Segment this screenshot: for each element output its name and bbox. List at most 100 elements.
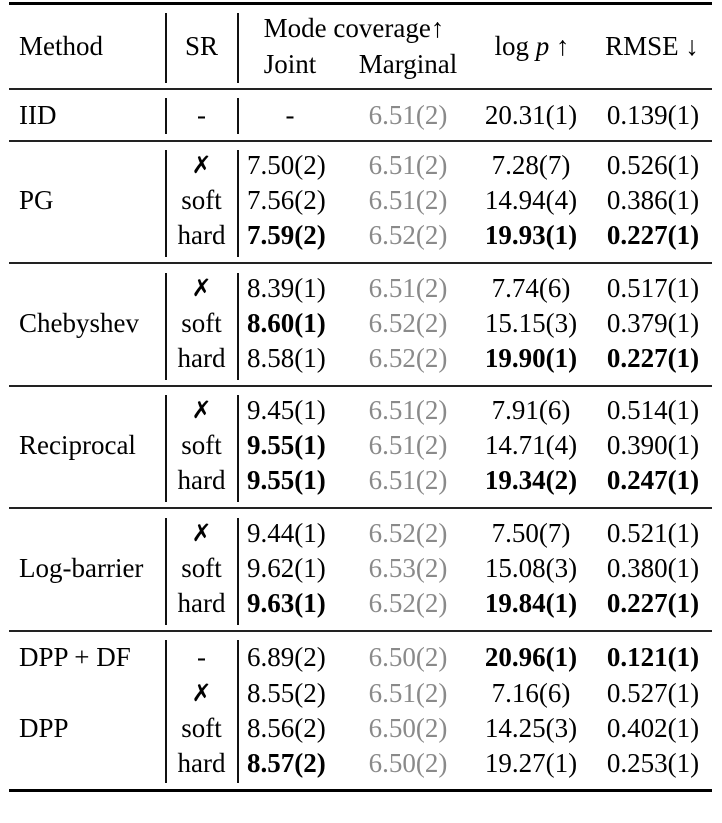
method-label: DPP: [19, 713, 69, 743]
logp-value: 15.08(3): [484, 553, 578, 583]
marginal-value: 6.51(2): [368, 150, 448, 180]
logp-value: 14.94(4): [484, 185, 578, 215]
rmse-value: 0.402(1): [606, 713, 700, 743]
rmse-value: 0.390(1): [606, 430, 700, 460]
sr-value: hard: [177, 220, 226, 250]
method-label: DPP + DF: [19, 642, 131, 672]
marginal-value: 6.52(2): [368, 518, 448, 548]
rmse-value: 0.386(1): [606, 185, 700, 215]
header-logp: log p ↑: [478, 29, 586, 64]
header-logp-arrow: ↑: [556, 31, 570, 61]
sr-value: -: [197, 642, 206, 672]
logp-value: 14.71(4): [484, 430, 578, 460]
logp-value: 20.31(1): [484, 100, 578, 130]
logp-value: 7.91(6): [491, 395, 571, 425]
rmse-value: 0.227(1): [606, 220, 700, 250]
group-rule-chebyshev: [9, 385, 712, 387]
logp-value: 7.28(7): [491, 150, 571, 180]
vline-method-sr-dpp: [165, 640, 167, 783]
logp-value: 15.15(3): [484, 308, 578, 338]
marginal-value: 6.52(2): [368, 220, 448, 250]
vline-method-sr-cheb: [165, 273, 167, 380]
marginal-value: 6.50(2): [368, 713, 448, 743]
group-rule-iid: [9, 140, 712, 142]
rmse-value: 0.121(1): [606, 642, 700, 672]
rmse-value: 0.527(1): [606, 678, 700, 708]
rmse-value: 0.379(1): [606, 308, 700, 338]
bottom-rule: [9, 789, 712, 792]
vline-sr-joint-recip: [237, 395, 239, 502]
vline-method-sr-logb: [165, 518, 167, 625]
x-mark-icon: ✗: [191, 519, 212, 547]
marginal-value: 6.51(2): [368, 430, 448, 460]
group-rule-pg: [9, 262, 712, 264]
vline-method-sr-iid: [165, 98, 167, 134]
rmse-value: 0.514(1): [606, 395, 700, 425]
joint-value: 8.57(2): [247, 748, 326, 778]
joint-value: 6.89(2): [247, 642, 326, 672]
joint-value: 9.63(1): [247, 588, 326, 618]
rmse-value: 0.380(1): [606, 553, 700, 583]
header-method: Method: [19, 31, 103, 61]
header-joint: Joint: [263, 49, 317, 79]
sr-value: soft: [181, 308, 222, 338]
logp-value: 7.74(6): [491, 273, 571, 303]
method-label: Reciprocal: [19, 430, 136, 460]
marginal-value: 6.50(2): [368, 642, 448, 672]
method-label: Chebyshev: [19, 308, 139, 338]
rmse-value: 0.227(1): [606, 588, 700, 618]
logp-value: 19.27(1): [484, 748, 578, 778]
joint-value: 9.44(1): [247, 518, 326, 548]
joint-value: 8.60(1): [247, 308, 326, 338]
x-mark-icon: ✗: [191, 396, 212, 424]
x-mark-icon: ✗: [191, 151, 212, 179]
marginal-value: 6.52(2): [368, 588, 448, 618]
joint-value: 7.59(2): [247, 220, 326, 250]
x-mark-icon: ✗: [191, 679, 212, 707]
vline-sr-joint-cheb: [237, 273, 239, 380]
header-logp-p: p: [535, 31, 550, 61]
header-rule: [9, 88, 712, 90]
joint-value: -: [285, 100, 295, 130]
sr-value: -: [197, 100, 206, 130]
sr-value: soft: [181, 430, 222, 460]
rmse-value: 0.253(1): [606, 748, 700, 778]
sr-value: hard: [177, 465, 226, 495]
joint-value: 7.56(2): [247, 185, 326, 215]
sr-value: hard: [177, 748, 226, 778]
header-logp-log: log: [494, 31, 529, 61]
sr-value: soft: [181, 713, 222, 743]
header-sr: SR: [184, 31, 219, 61]
marginal-value: 6.51(2): [368, 273, 448, 303]
marginal-value: 6.51(2): [368, 678, 448, 708]
logp-value: 19.93(1): [484, 220, 578, 250]
method-label: IID: [19, 100, 57, 130]
logp-value: 7.16(6): [491, 678, 571, 708]
rmse-value: 0.247(1): [606, 465, 700, 495]
header-marginal: Marginal: [358, 49, 458, 79]
joint-value: 9.55(1): [247, 465, 326, 495]
vline-method-sr-header: [165, 13, 167, 83]
marginal-value: 6.50(2): [368, 748, 448, 778]
vline-sr-joint-logb: [237, 518, 239, 625]
vline-method-sr-recip: [165, 395, 167, 502]
group-rule-log-barrier: [9, 630, 712, 632]
vline-sr-joint-iid: [237, 98, 239, 134]
sr-value: soft: [181, 185, 222, 215]
marginal-value: 6.51(2): [368, 465, 448, 495]
marginal-value: 6.52(2): [368, 308, 448, 338]
joint-value: 8.58(1): [247, 343, 326, 373]
logp-value: 19.90(1): [484, 343, 578, 373]
joint-value: 8.39(1): [247, 273, 326, 303]
sr-value: hard: [177, 588, 226, 618]
vline-sr-joint-header: [237, 13, 239, 83]
vline-sr-joint-pg: [237, 150, 239, 257]
method-label: PG: [19, 185, 54, 215]
logp-value: 20.96(1): [484, 642, 578, 672]
logp-value: 19.84(1): [484, 588, 578, 618]
marginal-value: 6.51(2): [368, 395, 448, 425]
rmse-value: 0.526(1): [606, 150, 700, 180]
joint-value: 9.62(1): [247, 553, 326, 583]
logp-value: 7.50(7): [491, 518, 571, 548]
rmse-value: 0.521(1): [606, 518, 700, 548]
